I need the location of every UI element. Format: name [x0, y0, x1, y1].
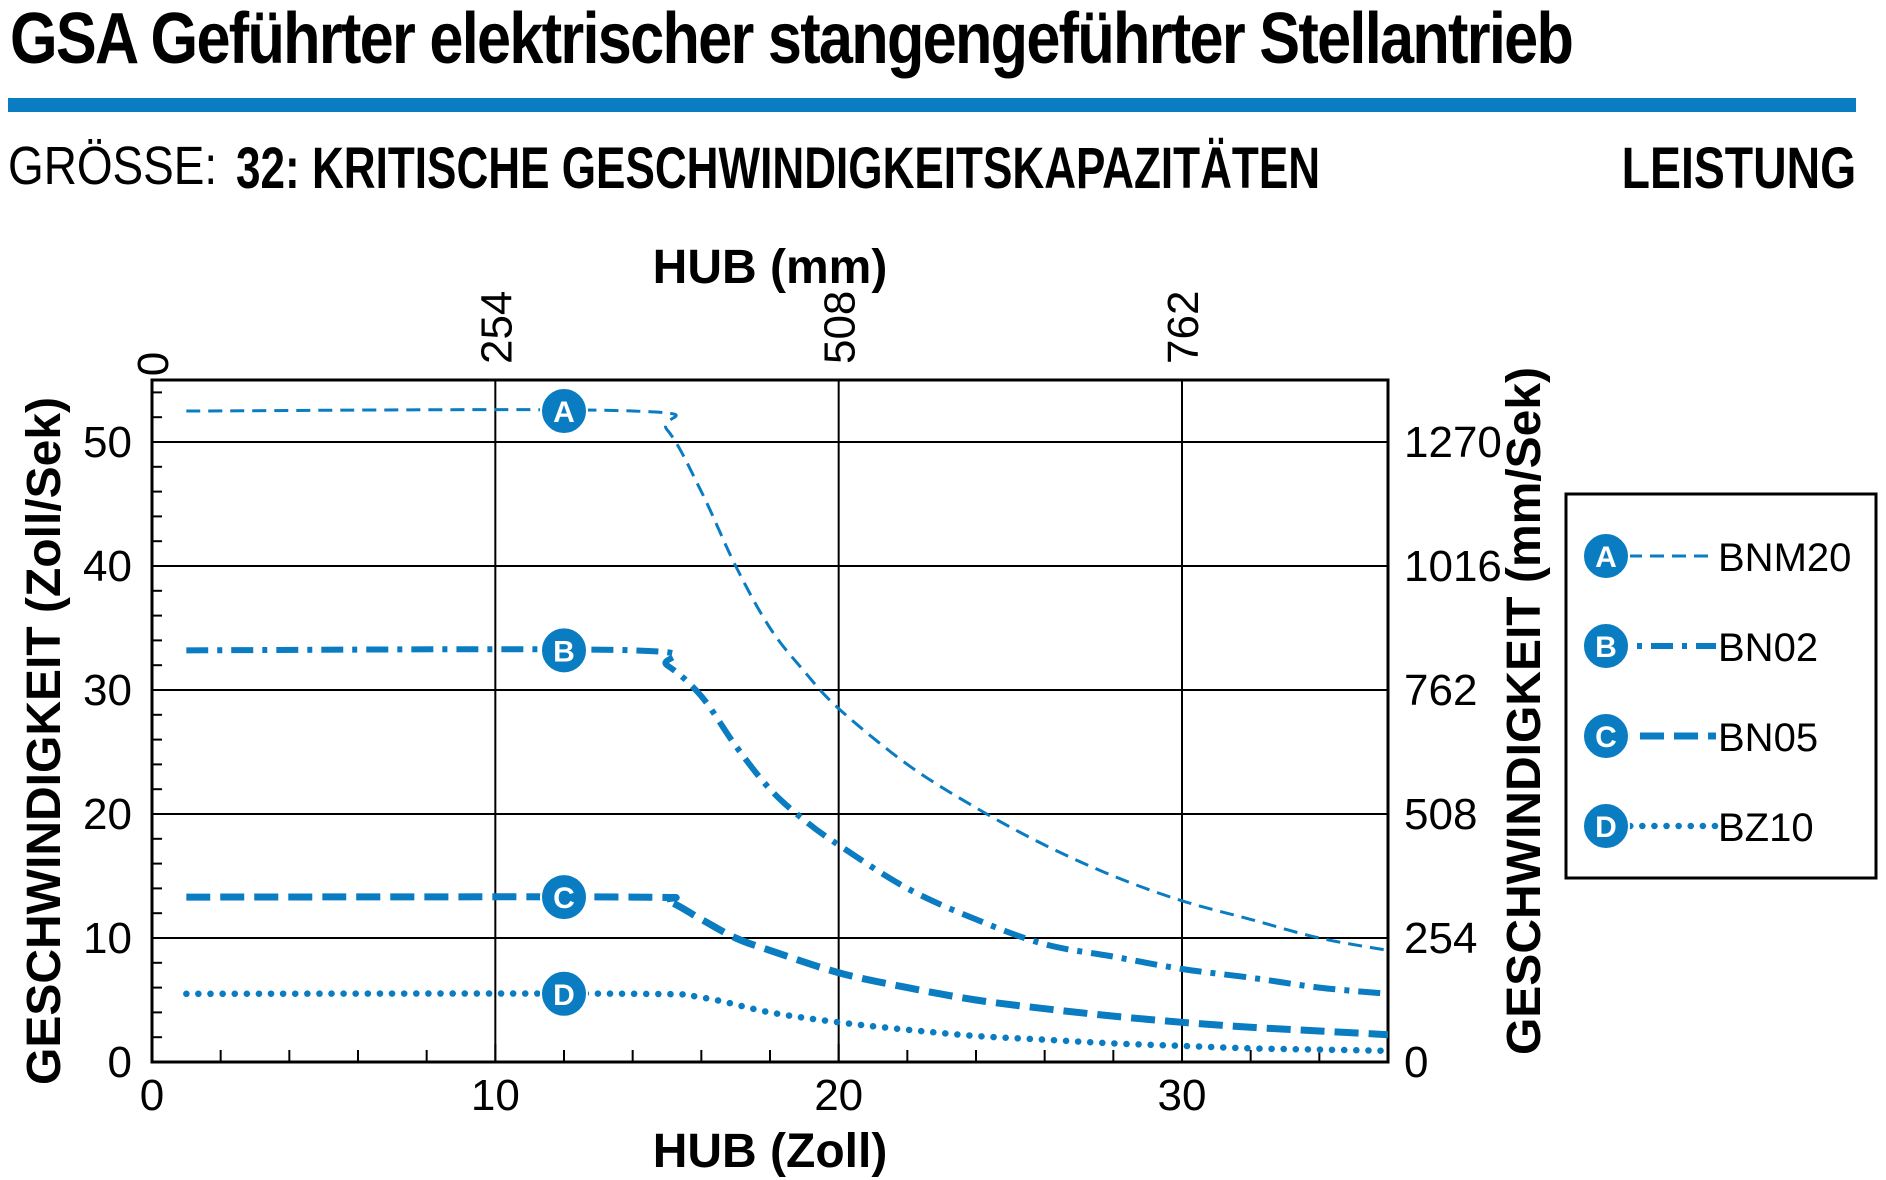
legend: A BNM20 B BN02 C BN05 D BZ10 [1564, 492, 1878, 880]
legend-item-bn05: C BN05 [1582, 712, 1818, 760]
chart-grid [150, 378, 1390, 1064]
x2-tick-label: 508 [816, 291, 865, 364]
section-label: LEISTUNG [1621, 136, 1856, 201]
legend-item-bn02: B BN02 [1582, 622, 1818, 670]
marker-circle [540, 387, 588, 435]
y-tick-label: 0 [108, 1038, 132, 1087]
series-line-bz10 [183, 990, 1392, 1055]
x-tick-label: 10 [471, 1071, 520, 1120]
legend-label: BNM20 [1718, 536, 1851, 580]
x2-axis-title: HUB (mm) [653, 241, 888, 294]
title-rule [8, 98, 1856, 112]
marker-letter: A [553, 396, 575, 429]
marker-letter: D [553, 979, 575, 1012]
series-marker-d: D [540, 969, 588, 1018]
y-tick-label: 30 [83, 666, 132, 715]
y2-tick-label: 0 [1404, 1038, 1428, 1087]
y-tick-label: 10 [83, 914, 132, 963]
legend-label: BZ10 [1718, 806, 1814, 850]
x-tick-label: 30 [1158, 1071, 1207, 1120]
y2-axis-title: GESCHWINDIGKEIT (mm/Sek) [1498, 367, 1551, 1055]
page-title: GSA Geführter elektrischer stangengeführ… [10, 0, 1574, 79]
marker-letter: C [553, 882, 575, 915]
legend-marker-b: B [1582, 622, 1630, 670]
marker-circle [1582, 622, 1630, 670]
marker-letter: B [553, 635, 575, 668]
series-marker-b: B [540, 626, 588, 675]
x-tick-label: 0 [140, 1071, 164, 1120]
legend-item-bz10: D BZ10 [1582, 802, 1814, 850]
series-marker-c: C [540, 873, 588, 922]
y-axis-title: GESCHWINDIGKEIT (Zoll/Sek) [18, 397, 71, 1085]
legend-item-bnm20: A BNM20 [1582, 532, 1851, 580]
marker-letter: A [1595, 541, 1617, 574]
x-tick-label: 20 [814, 1071, 863, 1120]
subtitle-row: GRÖSSE: 32: KRITISCHE GESCHWINDIGKEITSKA… [8, 135, 1856, 205]
x2-tick-label: 762 [1159, 291, 1208, 364]
y2-tick-label: 1016 [1404, 542, 1502, 591]
marker-circle [540, 969, 588, 1018]
y-tick-label: 20 [83, 790, 132, 839]
marker-letter: C [1595, 721, 1617, 754]
legend-marker-a: A [1582, 532, 1630, 580]
x2-tick-label: 0 [129, 352, 178, 376]
marker-letter: B [1595, 631, 1617, 664]
plot-frame [150, 378, 1390, 1064]
y2-tick-label: 1270 [1404, 418, 1502, 467]
legend-label: BN05 [1718, 716, 1818, 760]
marker-circle [540, 626, 588, 675]
marker-circle [540, 873, 588, 922]
series-line-bn02 [186, 646, 1389, 997]
marker-circle [1582, 712, 1630, 760]
series-line-bn05 [186, 893, 1389, 1039]
legend-marker-d: D [1582, 802, 1630, 850]
chart-labels: 0 10 20 30 0 10 20 30 40 50 0 254 508 762 0 254 508 762 10… [18, 241, 1551, 1178]
legend-label: BN02 [1718, 626, 1818, 670]
x2-tick-label: 254 [472, 291, 521, 364]
marker-circle [1582, 802, 1630, 850]
y2-tick-label: 762 [1404, 666, 1477, 715]
y2-tick-label: 254 [1404, 914, 1477, 963]
series-line-bnm20 [186, 408, 1389, 952]
legend-marker-c: C [1582, 712, 1630, 760]
marker-circle [1582, 532, 1630, 580]
y-tick-label: 40 [83, 542, 132, 591]
y-tick-label: 50 [83, 418, 132, 467]
chart-series: A B C D [183, 387, 1392, 1055]
series-marker-a: A [540, 387, 588, 435]
y2-tick-label: 508 [1404, 790, 1477, 839]
size-label: GRÖSSE: [8, 136, 218, 196]
x-axis-title: HUB (Zoll) [653, 1125, 888, 1178]
marker-letter: D [1595, 811, 1617, 844]
chart-ticks [151, 391, 1389, 1063]
size-value: 32: KRITISCHE GESCHWINDIGKEITSKAPAZITÄTE… [236, 136, 1321, 201]
